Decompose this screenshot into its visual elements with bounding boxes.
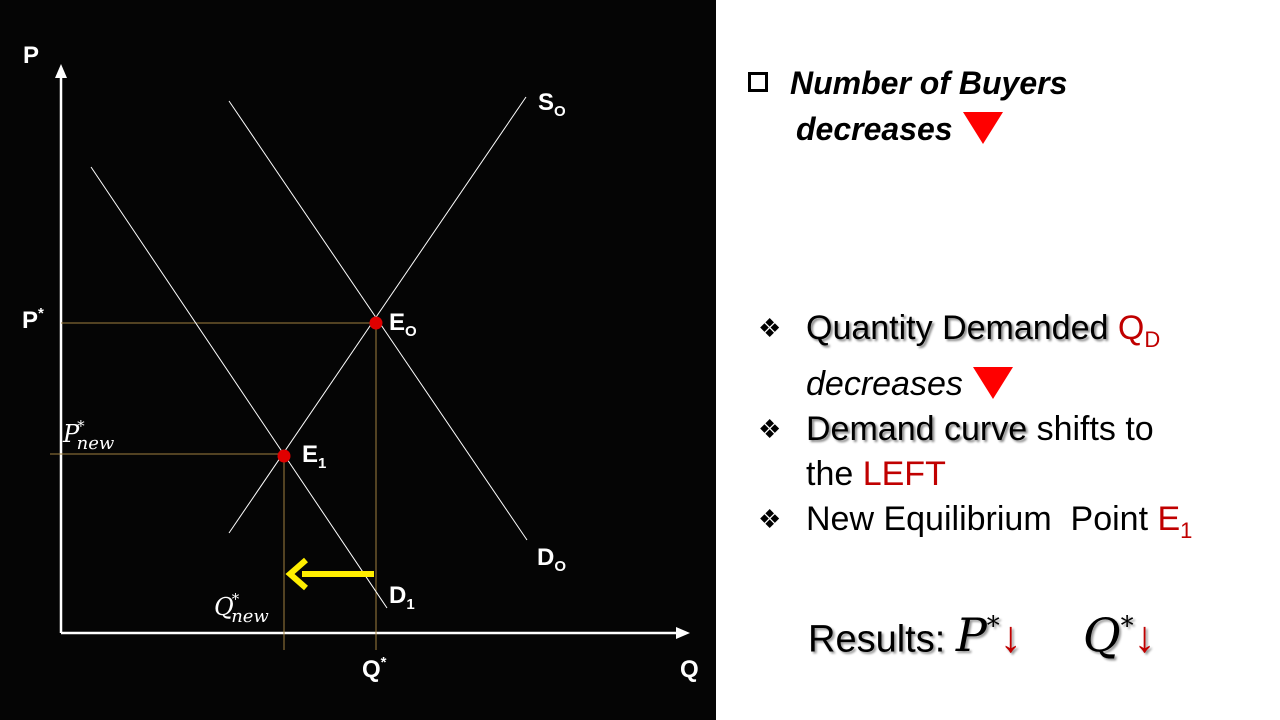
demand-label-d1: D1 (389, 582, 415, 613)
down-triangle-icon (972, 367, 1013, 399)
supply-demand-graph: P Q P* Q* P* new Q* new SO DO D1 EO E1 (22, 42, 699, 683)
checkbox-bullet-icon (748, 72, 768, 92)
quantity-symbol: Q* (1082, 608, 1134, 663)
qd-symbol: QD (1117, 309, 1161, 352)
effects-list: ❖ Quantity Demanded QD decreases ❖ Deman… (758, 306, 1192, 553)
list-item-demand-curve: ❖ Demand curve shifts to (758, 407, 1192, 452)
demand-curve-text: Demand curve (806, 410, 1028, 448)
equilibrium-label-e0: EO (389, 309, 417, 340)
demand-label-d0: DO (537, 544, 566, 575)
equilibrium-label-e1: E1 (302, 441, 326, 472)
supply-label-s0: SO (538, 89, 566, 120)
diamond-bullet-icon: ❖ (758, 414, 782, 444)
price-symbol: P* (955, 608, 1000, 663)
explanation-panel: Number of Buyers decreases ❖ Quantity De… (716, 0, 1280, 720)
q-axis-arrowhead (676, 627, 690, 639)
q-axis-label: Q (680, 656, 699, 683)
decreases-text: decreases (806, 365, 963, 403)
q-star-label: Q* (362, 654, 387, 683)
header-line-1: Number of Buyers (790, 65, 1068, 101)
equilibrium-point-e1 (277, 449, 291, 463)
shift-arrow-head (285, 557, 308, 591)
list-item-quantity-demanded: ❖ Quantity Demanded QD (758, 306, 1192, 362)
graph-panel: P Q P* Q* P* new Q* new SO DO D1 EO E1 (0, 0, 716, 720)
p-star-label: P* (22, 305, 44, 334)
results-line: Results: P*↓ Q*↓ (808, 592, 1156, 674)
list-item-new-equilibrium: ❖ New Equilibrium Point E1 (758, 497, 1192, 553)
supply-curve (228, 96, 527, 534)
quantity-demanded-text: Quantity Demanded (806, 309, 1109, 347)
equilibrium-point-e0 (369, 316, 383, 330)
the-text: the (806, 455, 854, 493)
p-axis-label: P (23, 42, 39, 69)
new-equilibrium-text: New Equilibrium Point (806, 500, 1149, 538)
quantity-down-arrow-icon: ↓ (1133, 612, 1156, 662)
e1-symbol: E1 (1157, 500, 1193, 543)
price-down-arrow-icon: ↓ (999, 612, 1022, 662)
q-new-label: Q* new (214, 590, 269, 627)
down-triangle-icon (962, 112, 1003, 144)
diamond-bullet-icon: ❖ (758, 504, 782, 534)
p-axis-arrowhead (55, 64, 67, 78)
header-line-2: decreases (796, 111, 953, 147)
header-statement: Number of Buyers decreases (748, 60, 1067, 152)
demand-curve-new (90, 166, 388, 609)
list-item-left: the LEFT (758, 452, 1192, 497)
left-text: LEFT (862, 455, 946, 493)
diamond-bullet-icon: ❖ (758, 313, 782, 343)
list-item-decreases: decreases (758, 362, 1192, 407)
p-new-label: P* new (62, 417, 115, 454)
shifts-to-text: shifts to (1036, 410, 1154, 448)
results-label: Results: (808, 618, 946, 661)
